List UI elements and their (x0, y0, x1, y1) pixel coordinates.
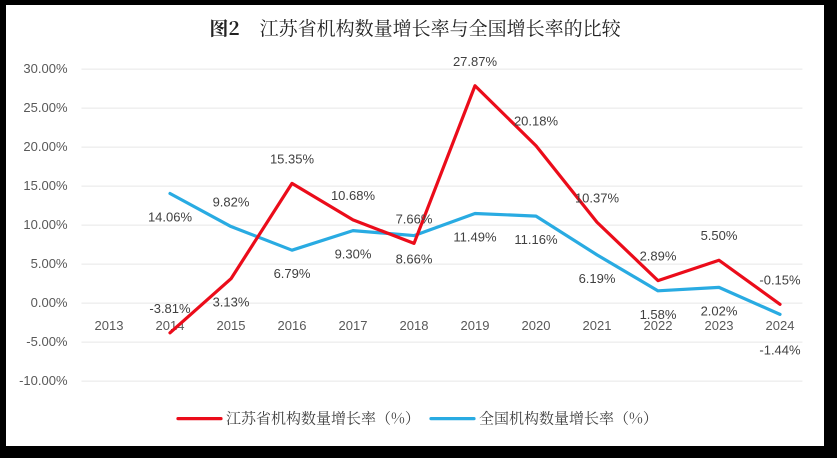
svg-text:-0.15%: -0.15% (759, 272, 801, 287)
svg-text:15.35%: 15.35% (270, 151, 315, 166)
svg-text:-3.81%: -3.81% (149, 301, 191, 316)
svg-text:5.00%: 5.00% (31, 256, 68, 271)
svg-text:江苏省机构数量增长率（%）: 江苏省机构数量增长率（%） (226, 408, 420, 429)
svg-text:-5.00%: -5.00% (26, 334, 68, 349)
svg-text:2.02%: 2.02% (701, 303, 738, 318)
svg-text:2018: 2018 (400, 318, 429, 333)
svg-text:15.00%: 15.00% (23, 178, 68, 193)
svg-text:10.37%: 10.37% (575, 190, 620, 205)
svg-text:11.16%: 11.16% (514, 232, 558, 247)
svg-text:27.87%: 27.87% (453, 54, 498, 69)
svg-text:2023: 2023 (705, 318, 734, 333)
svg-text:20.00%: 20.00% (23, 139, 68, 154)
svg-text:10.00%: 10.00% (23, 217, 68, 232)
svg-text:2019: 2019 (461, 318, 490, 333)
svg-text:-1.44%: -1.44% (759, 342, 801, 357)
svg-text:2024: 2024 (766, 318, 795, 333)
svg-text:9.30%: 9.30% (335, 247, 372, 262)
svg-text:20.18%: 20.18% (514, 114, 559, 129)
svg-text:5.50%: 5.50% (701, 228, 738, 243)
svg-text:7.66%: 7.66% (396, 211, 433, 226)
svg-text:2015: 2015 (217, 318, 246, 333)
svg-text:2013: 2013 (95, 318, 124, 333)
svg-text:全国机构数量增长率（%）: 全国机构数量增长率（%） (479, 408, 658, 429)
svg-text:25.00%: 25.00% (23, 100, 68, 115)
svg-text:2.89%: 2.89% (640, 249, 677, 264)
svg-text:2021: 2021 (583, 318, 612, 333)
svg-text:6.79%: 6.79% (274, 266, 311, 281)
svg-text:14.06%: 14.06% (148, 210, 193, 225)
svg-text:0.00%: 0.00% (31, 295, 68, 310)
svg-text:11.49%: 11.49% (453, 230, 497, 245)
svg-text:3.13%: 3.13% (213, 295, 250, 310)
svg-text:30.00%: 30.00% (23, 61, 68, 76)
svg-text:10.68%: 10.68% (331, 188, 376, 203)
svg-text:1.58%: 1.58% (640, 307, 677, 322)
svg-text:2017: 2017 (339, 318, 368, 333)
svg-text:9.82%: 9.82% (213, 195, 250, 210)
svg-text:2020: 2020 (522, 318, 551, 333)
svg-text:-10.00%: -10.00% (19, 373, 68, 388)
svg-text:6.19%: 6.19% (579, 271, 616, 286)
svg-text:2016: 2016 (278, 318, 307, 333)
svg-text:8.66%: 8.66% (396, 252, 433, 267)
